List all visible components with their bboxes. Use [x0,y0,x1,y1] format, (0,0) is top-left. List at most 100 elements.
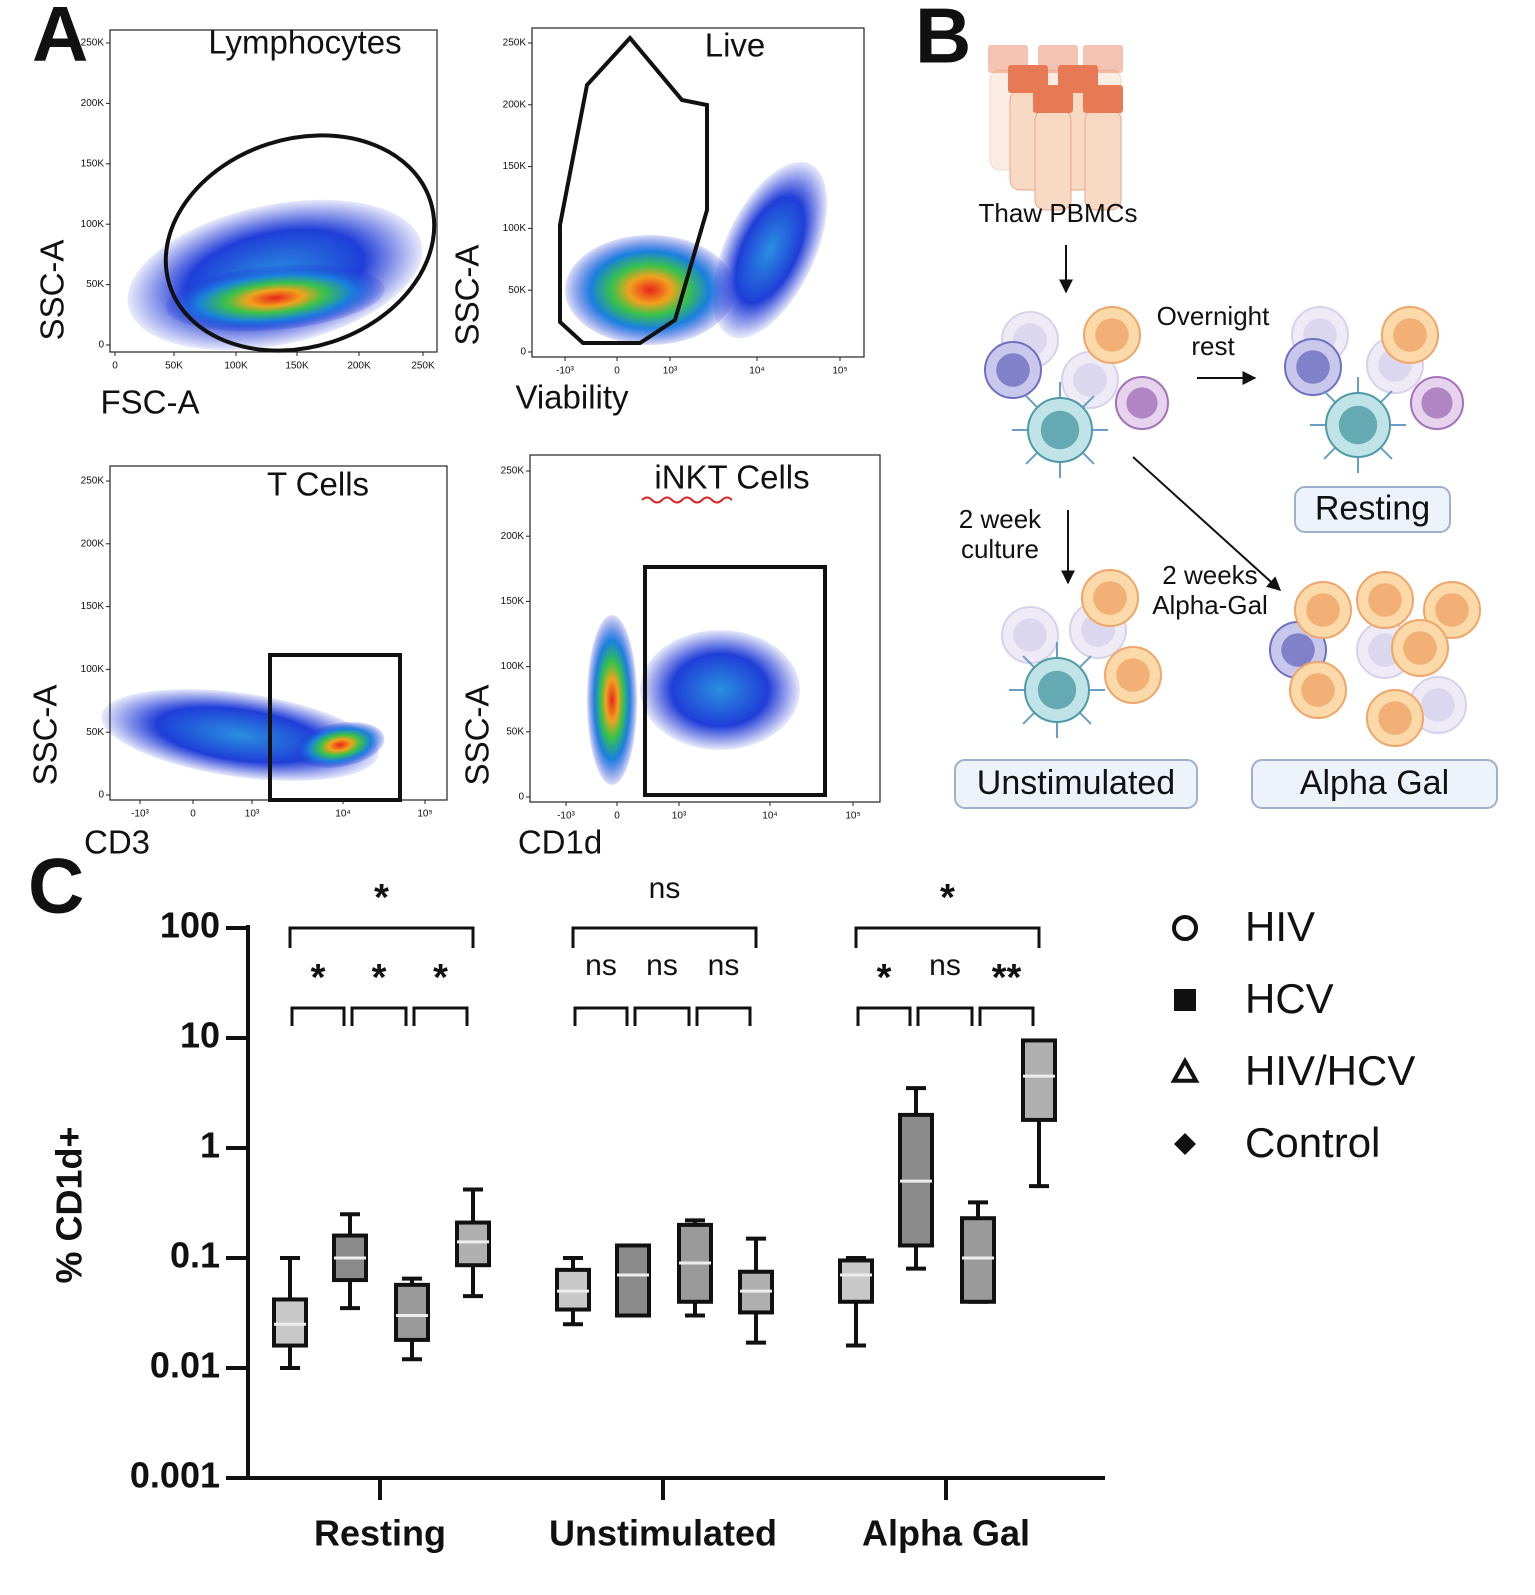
receptor [1378,390,1393,405]
legend-marker [1172,915,1198,941]
bracket [290,1006,346,1026]
legend-label: HIV [1245,903,1315,950]
y-tick-label: 150K [81,158,105,169]
significance-label: * [433,957,448,999]
significance-label: * [374,877,389,919]
x-tick-label: 250K [411,361,435,372]
y-tick-label: 0 [98,340,104,351]
cell-nucleus [1378,701,1412,735]
significance-label: ns [929,949,961,982]
x-tick-label: 0 [614,811,620,822]
x-tick-label: -10³ [131,809,149,820]
receptor [1077,710,1092,725]
legend-label: HCV [1245,975,1334,1022]
cell-nucleus [1040,410,1080,450]
plot-title: iNKT Cells [654,459,809,496]
arrow [1132,456,1282,591]
gate [643,565,827,797]
tube-cap [1083,85,1123,113]
cell-nucleus [1306,593,1340,627]
plot-title: Lymphocytes [208,24,401,61]
panel-label: C [28,842,84,930]
bracket [695,1006,752,1026]
x-tick-label: 150K [285,361,309,372]
legend-label: HIV/HCV [1245,1047,1415,1094]
box [394,1282,430,1342]
cell-nucleus [1296,350,1330,384]
receptor [1077,655,1092,670]
density-cloud [587,615,637,785]
y-tick-label: 200K [503,99,527,110]
bracket [350,1006,408,1026]
plot-title: Live [705,27,766,64]
y-tick-label: 50K [508,285,526,296]
cell-nucleus [1393,318,1427,352]
y-axis-label: % CD1d+ [49,1126,90,1283]
receptor [1025,395,1040,410]
legend-label: Control [1245,1119,1380,1166]
gate [558,34,709,345]
receptor [1323,390,1338,405]
x-axis-label: CD1d [518,824,602,861]
box [615,1243,651,1318]
cell-nucleus [1301,673,1335,707]
y-tick-label: 150K [501,596,525,607]
x-tick-label: 0 [190,809,196,820]
cell-nucleus [1421,688,1455,722]
box [838,1258,874,1304]
plot-frame [529,454,881,803]
panel-label: A [32,0,88,78]
y-tick-label: 10 [180,1015,220,1056]
x-tick-label: -10³ [556,366,574,377]
x-tick-label: 10⁵ [832,366,847,377]
y-tick-label: 250K [503,38,527,49]
y-tick-label: 0 [98,790,104,801]
y-tick-label: 50K [86,279,104,290]
y-tick-label: 0 [520,347,526,358]
significance-label: ** [992,957,1022,999]
cell-nucleus [1421,387,1453,419]
y-tick-label: 0.01 [150,1345,220,1386]
y-tick-label: 0.001 [130,1455,220,1496]
x-tick-label: Resting [314,1513,446,1554]
x-axis-label: Viability [515,379,629,416]
cell-nucleus [1093,581,1127,615]
y-tick-label: 250K [501,466,525,477]
x-tick-label: -10³ [557,811,575,822]
bracket [573,1006,629,1026]
panel-label: B [915,0,971,80]
receptor [1080,450,1095,465]
y-tick-label: 1 [200,1125,220,1166]
gate [268,653,402,802]
spell-underline [641,496,733,504]
bracket [633,1006,691,1026]
cell-nucleus [1073,363,1107,397]
bracket [916,1006,974,1026]
cell-nucleus [1281,633,1315,667]
significance-label: * [940,877,955,919]
y-tick-label: 200K [501,531,525,542]
bracket [571,926,758,948]
receptor [1378,445,1393,460]
cell-nucleus [1338,405,1378,445]
legend-marker [1174,1133,1196,1155]
cell-nucleus [1403,631,1437,665]
tube [1084,109,1122,211]
cell-nucleus [1116,658,1150,692]
cell-nucleus [996,353,1030,387]
y-tick-label: 50K [86,727,104,738]
cell-nucleus [1013,618,1047,652]
receptor [1323,445,1338,460]
step-label: 2 weeks [1162,560,1257,590]
tube-cap [1033,85,1073,113]
bracket [412,1006,469,1026]
plot-frame [531,27,865,358]
y-tick-label: 50K [506,726,524,737]
y-tick-label: 250K [81,476,105,487]
y-tick-label: 100K [503,223,527,234]
outcome-box [1294,486,1451,533]
bracket [978,1006,1035,1026]
y-axis-label: SSC-A [459,685,496,786]
y-tick-label: 150K [81,601,105,612]
